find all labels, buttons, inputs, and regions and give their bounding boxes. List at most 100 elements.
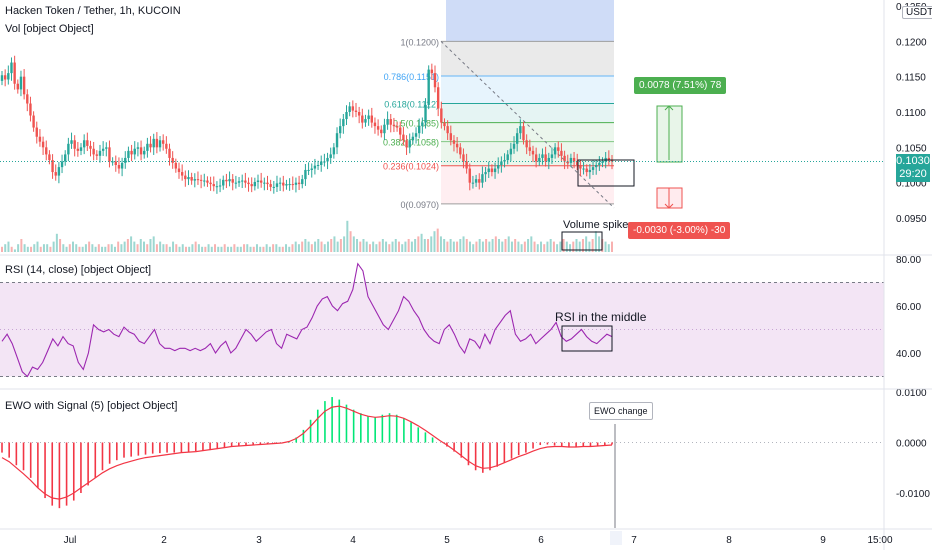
volume-bar — [252, 246, 255, 252]
candle-body — [256, 180, 260, 182]
volume-spike-annotation[interactable]: Volume spike — [563, 219, 629, 231]
long-position-arrowhead — [664, 105, 674, 111]
currency-badge[interactable]: USDT — [902, 6, 932, 19]
volume-bar — [101, 246, 104, 252]
volume-bar — [113, 246, 116, 252]
volume-bar — [68, 244, 71, 252]
volume-bar — [565, 241, 568, 252]
candle-body — [503, 160, 506, 162]
candle-body — [557, 147, 560, 151]
volume-bar — [356, 239, 359, 252]
candle-body — [29, 103, 32, 116]
ewo-pane: 0.0100 0.0000 -0.0100 — [0, 388, 930, 528]
time-axis-tick: 8 — [726, 535, 732, 546]
candle-body — [82, 140, 86, 148]
volume-bar — [381, 239, 384, 252]
ewo-axis-tick: 0.0100 — [896, 388, 927, 399]
volume-bar — [530, 236, 533, 252]
volume-bar — [123, 241, 126, 252]
bar-countdown: 29:20 — [899, 168, 927, 180]
volume-bar — [168, 246, 171, 252]
candle-body — [111, 161, 114, 163]
volume-bar — [536, 244, 539, 252]
current-price-tag: 0.1030 29:20 — [896, 154, 930, 182]
volume-bar — [146, 244, 149, 252]
volume-bar — [611, 241, 613, 252]
candle-body — [348, 106, 351, 112]
candle-body — [48, 154, 51, 161]
candle-body — [136, 147, 140, 149]
volume-bar — [226, 246, 229, 252]
volume-bar — [120, 244, 123, 252]
candle-body — [414, 133, 418, 137]
candle-body — [225, 179, 228, 182]
volume-bar — [181, 244, 184, 252]
volume-bar — [236, 246, 239, 252]
time-axis-tick: 15:00 — [867, 535, 892, 546]
candle-body — [196, 179, 200, 181]
volume-bar — [307, 241, 310, 252]
time-axis-tick: Jul — [64, 535, 77, 546]
volume-bar — [352, 236, 355, 252]
candle-body — [92, 148, 95, 155]
short-position-arrowhead — [664, 203, 674, 209]
symbol-title: Hacken Token / Tether, 1h, KUCOIN — [5, 5, 181, 17]
volume-spike-box — [561, 231, 603, 251]
time-axis-tick: 4 — [350, 535, 356, 546]
time-axis-tick: 6 — [538, 535, 544, 546]
volume-bar — [349, 231, 352, 252]
volume-bar — [10, 246, 13, 252]
long-position-label[interactable]: 0.0078 (7.51%) 78 — [634, 77, 727, 94]
candle-body — [60, 161, 64, 168]
candle-body — [203, 180, 206, 182]
candle-body — [244, 180, 247, 183]
ewo-change-annotation[interactable]: EWO change — [589, 402, 653, 420]
candle-body — [139, 147, 143, 155]
volume-bar — [126, 239, 129, 252]
volume-bar — [194, 241, 197, 252]
volume-bar — [249, 246, 252, 252]
volume-bar — [184, 246, 187, 252]
candle-body — [7, 73, 10, 80]
candle-body — [579, 165, 582, 169]
fibonacci-retracement[interactable]: 1(0.1200) 0.786(0.1151) 0.618(0.1112) 0.5(0… — [383, 0, 615, 210]
volume-bar — [59, 239, 62, 252]
candle-body — [41, 141, 45, 148]
rsi-pane: 80.00 60.00 40.00 — [0, 255, 921, 378]
volume-bar — [214, 244, 217, 252]
volume-bar — [301, 241, 304, 252]
volume-bar — [191, 244, 194, 252]
candle-body — [316, 165, 320, 166]
volume-bar — [314, 241, 317, 252]
candle-body — [563, 155, 566, 162]
candle-body — [332, 147, 336, 155]
volume-bar — [385, 241, 388, 252]
price-axis-tick: 0.1100 — [896, 108, 926, 119]
position-tools[interactable] — [561, 105, 683, 251]
volume-bar — [55, 233, 58, 252]
candle-body — [506, 154, 509, 161]
rsi-middle-annotation[interactable]: RSI in the middle — [555, 310, 647, 324]
candle-body — [64, 154, 67, 162]
candle-body — [275, 183, 279, 187]
volume-bar — [423, 239, 426, 252]
volume-bar — [233, 244, 236, 252]
fib-level-label: 0.382(0.1058) — [383, 138, 439, 148]
volume-bar — [139, 239, 142, 252]
fib-level-label: 0.5(0.1085) — [393, 119, 439, 129]
candle-body — [405, 140, 408, 148]
short-position-label[interactable]: -0.0030 (-3.00%) -30 — [628, 222, 731, 239]
candle-body — [471, 182, 475, 184]
volume-bar — [26, 246, 29, 252]
fib-level-label: 0.786(0.1151) — [384, 72, 439, 82]
candle-body — [443, 122, 446, 127]
rsi-axis-tick: 80.00 — [896, 255, 921, 266]
volume-bar — [62, 244, 65, 252]
volume-bar — [320, 241, 323, 252]
volume-bar — [317, 239, 320, 252]
candle-body — [294, 182, 298, 185]
volume-bar — [223, 244, 226, 252]
candle-body — [187, 177, 190, 180]
